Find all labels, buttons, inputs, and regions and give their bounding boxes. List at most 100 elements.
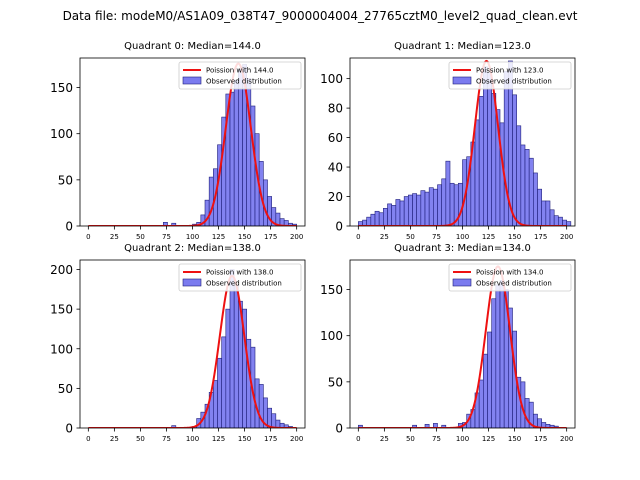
x-tick-label: 0 — [86, 435, 90, 443]
y-tick-label: 150 — [50, 81, 73, 95]
legend: Poission with 123.0 Observed distribution — [448, 61, 572, 90]
x-tick-label: 75 — [432, 435, 441, 443]
histogram-bar — [491, 298, 497, 428]
x-tick-label: 75 — [432, 233, 441, 241]
y-tick-label: 100 — [320, 329, 343, 343]
histogram-bar — [383, 208, 388, 226]
panel-title: Quadrant 2: Median=138.0 — [124, 243, 261, 254]
x-tick-label: 175 — [264, 233, 277, 241]
x-tick-label: 125 — [212, 233, 225, 241]
histogram-bar — [403, 196, 409, 226]
quadrant-1-panel: 0 25 50 75 100 125 150 175 200 0 20 40 60 80 100 Quadra… — [320, 41, 576, 241]
legend-observed-label: Observed distribution — [476, 78, 552, 86]
histogram-bar — [478, 379, 484, 428]
histogram-bar — [449, 182, 455, 226]
legend-bar-swatch — [182, 76, 202, 85]
y-tick-label: 80 — [328, 102, 343, 116]
y-tick-label: 20 — [328, 190, 343, 204]
histogram-bar — [524, 398, 530, 428]
legend-box — [448, 263, 572, 292]
y-tick-label: 100 — [50, 127, 73, 141]
fit-layer — [358, 265, 567, 428]
x-tick-label: 100 — [456, 233, 469, 241]
histogram-bar — [229, 269, 235, 428]
x-tick-label: 50 — [406, 233, 415, 241]
x-tick-label: 25 — [380, 435, 389, 443]
histogram-bar — [387, 203, 392, 226]
y-tick-label: 50 — [58, 382, 73, 396]
histogram-bar — [478, 96, 484, 226]
x-tick-label: 0 — [356, 233, 360, 241]
histogram-bar — [233, 285, 239, 428]
legend: Poission with 134.0 Observed distribution — [448, 263, 572, 292]
legend-box — [178, 263, 302, 292]
x-tick-label: 125 — [482, 233, 495, 241]
quadrant-3-panel: 0 25 50 75 100 125 150 175 200 0 50 100 150 Quadrant … — [320, 243, 576, 443]
legend-fit-label: Poission with 144.0 — [206, 67, 274, 75]
histogram-bar — [537, 188, 542, 226]
legend-fit-label: Poission with 134.0 — [476, 269, 544, 277]
x-tick-label: 25 — [380, 233, 389, 241]
quadrant-0-panel: 0 25 50 75 100 125 150 175 200 0 50 100 150 Quadrant … — [50, 41, 306, 241]
histogram-bar — [499, 280, 505, 428]
y-tick-label: 0 — [335, 422, 343, 436]
quadrant-2-panel: 0 25 50 75 100 125 150 175 200 0 50 100 150 200 Quadra… — [50, 243, 306, 443]
y-tick-label: 0 — [335, 220, 343, 234]
histogram-bar — [408, 194, 413, 226]
x-tick-label: 25 — [110, 435, 119, 443]
x-tick-label: 50 — [406, 435, 415, 443]
histogram-bar — [533, 172, 538, 226]
x-tick-label: 200 — [560, 435, 573, 443]
histogram-bar — [271, 413, 277, 428]
histogram-bar — [487, 72, 492, 226]
figure-suptitle: Data file: modeM0/AS1A09_038T47_90000040… — [63, 9, 578, 23]
histogram-bars — [171, 269, 293, 428]
legend-observed-label: Observed distribution — [206, 78, 282, 86]
x-tick-label: 175 — [264, 435, 277, 443]
histogram-bar — [483, 353, 488, 428]
x-tick-label: 50 — [136, 435, 145, 443]
histogram-bar — [437, 184, 442, 226]
histogram-bar — [378, 212, 384, 226]
x-tick-label: 125 — [212, 435, 225, 443]
y-tick-label: 200 — [50, 263, 73, 277]
histogram-bar — [370, 213, 376, 226]
histogram-bar — [238, 68, 243, 226]
x-tick-label: 100 — [186, 435, 199, 443]
histogram-bar — [524, 149, 530, 226]
x-tick-label: 175 — [534, 233, 547, 241]
y-tick-label: 100 — [50, 342, 73, 356]
y-tick-label: 40 — [328, 161, 343, 175]
legend-box — [178, 61, 302, 90]
x-tick-label: 150 — [238, 233, 251, 241]
panel-title: Quadrant 0: Median=144.0 — [124, 41, 261, 52]
histogram-bars — [358, 280, 559, 428]
legend-observed-label: Observed distribution — [476, 280, 552, 288]
histogram-bar — [208, 176, 214, 226]
histogram-bar — [229, 91, 235, 226]
x-tick-label: 175 — [534, 435, 547, 443]
x-tick-label: 200 — [290, 435, 303, 443]
x-tick-label: 0 — [86, 233, 90, 241]
histogram-bar — [399, 200, 405, 226]
histogram-bar — [428, 187, 434, 226]
legend-bar-swatch — [182, 278, 202, 287]
x-tick-label: 0 — [356, 435, 360, 443]
x-tick-label: 150 — [238, 435, 251, 443]
panel-title: Quadrant 3: Median=134.0 — [394, 243, 531, 254]
histogram-bar — [516, 125, 522, 226]
histogram-bar — [512, 94, 517, 226]
y-tick-label: 0 — [65, 422, 73, 436]
histogram-bar — [416, 194, 422, 226]
legend-bar-swatch — [452, 278, 472, 287]
histogram-bar — [528, 157, 534, 226]
histogram-bar — [566, 221, 572, 226]
x-tick-label: 75 — [162, 233, 171, 241]
histogram-bar — [420, 190, 426, 226]
legend: Poission with 138.0 Observed distribution — [178, 263, 302, 292]
x-tick-label: 200 — [560, 233, 573, 241]
x-tick-label: 75 — [162, 435, 171, 443]
legend-observed-label: Observed distribution — [206, 280, 282, 288]
histogram-bar — [553, 215, 559, 226]
